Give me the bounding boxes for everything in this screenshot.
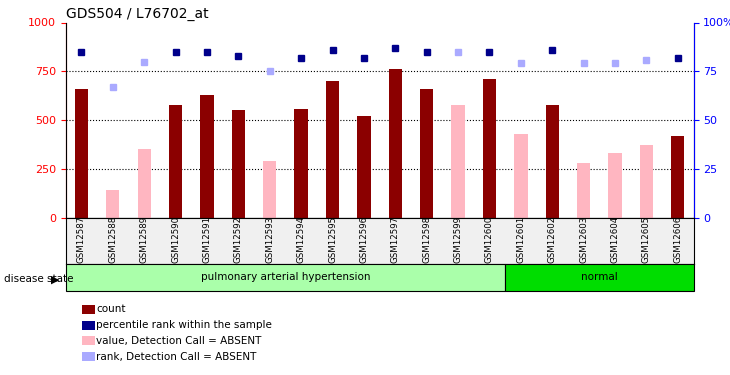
Bar (388, 69, 402, 218)
Text: disease state: disease state (4, 274, 73, 284)
Bar (505, 264, 694, 291)
Bar (231, 110, 245, 218)
Bar (483, 79, 496, 218)
Bar (294, 109, 308, 217)
Bar (200, 94, 214, 218)
Text: percentile rank within the sample: percentile rank within the sample (96, 320, 272, 330)
Text: count: count (96, 304, 126, 314)
Bar (420, 89, 434, 218)
Bar (577, 163, 591, 218)
Text: value, Detection Call = ABSENT: value, Detection Call = ABSENT (96, 336, 262, 346)
Text: normal: normal (581, 273, 618, 282)
Bar (263, 161, 277, 218)
Text: GDS504 / L76702_at: GDS504 / L76702_at (66, 8, 208, 21)
Bar (357, 116, 371, 218)
Text: pulmonary arterial hypertension: pulmonary arterial hypertension (201, 273, 370, 282)
Bar (608, 153, 622, 218)
Text: rank, Detection Call = ABSENT: rank, Detection Call = ABSENT (96, 352, 257, 362)
Bar (66, 264, 505, 291)
Bar (545, 105, 559, 218)
Bar (514, 134, 528, 218)
Bar (137, 149, 151, 217)
Bar (671, 136, 685, 218)
Bar (326, 81, 339, 218)
Bar (639, 146, 653, 218)
Bar (451, 105, 465, 218)
Bar (74, 89, 88, 218)
Bar (106, 190, 120, 217)
Bar (169, 105, 182, 218)
Text: ▶: ▶ (51, 274, 60, 284)
